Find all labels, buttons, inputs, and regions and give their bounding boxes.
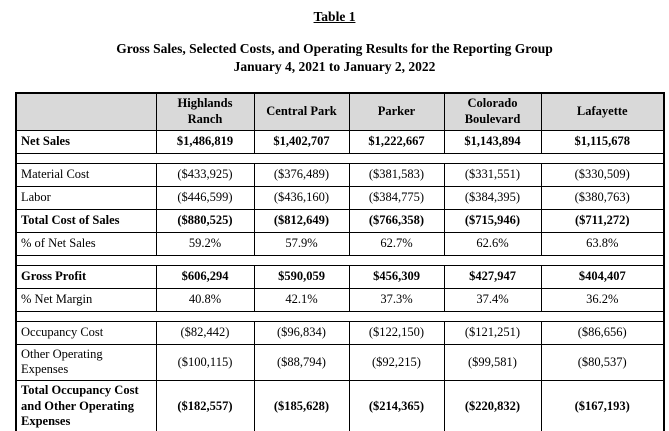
table-subtitle: Gross Sales, Selected Costs, and Operati…	[0, 40, 669, 76]
cell-value: ($80,537)	[540, 343, 665, 381]
row-label: Total Occupancy Cost and Other Operating…	[15, 379, 157, 431]
table-row: Occupancy Cost ($82,442) ($96,834) ($122,15…	[15, 320, 665, 345]
row-label: Occupancy Cost	[15, 320, 157, 345]
table-header: Highlands Ranch Central Park Parker Colorad…	[15, 92, 665, 131]
table-row: % of Net Sales 59.2% 57.9% 62.7% 62.6% 63.8%	[15, 231, 665, 256]
cell-value: ($384,775)	[348, 185, 445, 210]
cell-value: ($220,832)	[443, 379, 542, 431]
row-label: % Net Margin	[15, 287, 157, 312]
cell-value: ($182,557)	[155, 379, 255, 431]
spacer-row	[16, 254, 664, 266]
table-row: Net Sales $1,486,819 $1,402,707 $1,222,667 $…	[15, 129, 665, 154]
row-label-header	[15, 92, 157, 131]
cell-value: ($433,925)	[155, 162, 255, 187]
row-label: Gross Profit	[15, 264, 157, 289]
column-header: Colorado Boulevard	[443, 92, 542, 131]
cell-value: $456,309	[348, 264, 445, 289]
cell-value: 57.9%	[253, 231, 350, 256]
cell-value: ($331,551)	[443, 162, 542, 187]
table-title: Table 1	[313, 9, 356, 24]
column-header: Parker	[348, 92, 445, 131]
table-row: Total Cost of Sales ($880,525) ($812,649)(…	[15, 208, 665, 233]
cell-value: $1,115,678	[540, 129, 665, 154]
cell-value: $1,402,707	[253, 129, 350, 154]
table-row: % Net Margin 40.8% 42.1% 37.3% 37.4% 36.2%	[15, 287, 665, 312]
cell-value: ($880,525)	[155, 208, 255, 233]
cell-value: 62.6%	[443, 231, 542, 256]
cell-value: ($86,656)	[540, 320, 665, 345]
cell-value: ($122,150)	[348, 320, 445, 345]
cell-value: $1,222,667	[348, 129, 445, 154]
cell-value: 37.3%	[348, 287, 445, 312]
row-label: Other Operating Expenses	[15, 343, 157, 381]
table-row: Labor ($446,599) ($436,160) ($384,775) ($384…	[15, 185, 665, 210]
cell-value: 62.7%	[348, 231, 445, 256]
column-header: Highlands Ranch	[155, 92, 255, 131]
spacer-row	[16, 152, 664, 164]
cell-value: 40.8%	[155, 287, 255, 312]
cell-value: ($446,599)	[155, 185, 255, 210]
cell-value: ($380,763)	[540, 185, 665, 210]
cell-value: ($812,649)	[253, 208, 350, 233]
cell-value: ($381,583)	[348, 162, 445, 187]
spacer-cell	[16, 310, 664, 322]
subtitle-line-1: Gross Sales, Selected Costs, and Operati…	[116, 41, 553, 56]
row-label: Labor	[15, 185, 157, 210]
table-row: Gross Profit $606,294 $590,059 $456,309 $427…	[15, 264, 665, 289]
cell-value: ($376,489)	[253, 162, 350, 187]
cell-value: ($330,509)	[540, 162, 665, 187]
cell-value: $427,947	[443, 264, 542, 289]
cell-value: $606,294	[155, 264, 255, 289]
cell-value: ($766,358)	[348, 208, 445, 233]
cell-value: ($99,581)	[443, 343, 542, 381]
cell-value: 42.1%	[253, 287, 350, 312]
column-header: Lafayette	[540, 92, 665, 131]
table-row: Other Operating Expenses ($100,115) ($88,7…	[15, 343, 665, 381]
cell-value: ($715,946)	[443, 208, 542, 233]
subtitle-line-2: January 4, 2021 to January 2, 2022	[233, 59, 436, 75]
column-header: Central Park	[253, 92, 350, 131]
cell-value: ($121,251)	[443, 320, 542, 345]
cell-value: $1,486,819	[155, 129, 255, 154]
cell-value: ($185,628)	[253, 379, 350, 431]
row-label: Material Cost	[15, 162, 157, 187]
cell-value: ($100,115)	[155, 343, 255, 381]
cell-value: ($82,442)	[155, 320, 255, 345]
cell-value: 63.8%	[540, 231, 665, 256]
row-label: Net Sales	[15, 129, 157, 154]
cell-value: ($167,193)	[540, 379, 665, 431]
cell-value: ($214,365)	[348, 379, 445, 431]
table-row: Material Cost ($433,925) ($376,489) ($381,5…	[15, 162, 665, 187]
row-label: % of Net Sales	[15, 231, 157, 256]
table-row: Total Occupancy Cost and Other Operating…	[15, 379, 665, 431]
cell-value: ($92,215)	[348, 343, 445, 381]
table-body: Net Sales $1,486,819 $1,402,707 $1,222,667 $…	[15, 129, 665, 431]
cell-value: ($711,272)	[540, 208, 665, 233]
cell-value: $404,407	[540, 264, 665, 289]
cell-value: ($384,395)	[443, 185, 542, 210]
header-row: Highlands Ranch Central Park Parker Colorad…	[15, 92, 665, 131]
cell-value: ($436,160)	[253, 185, 350, 210]
cell-value: 59.2%	[155, 231, 255, 256]
spacer-cell	[16, 152, 664, 164]
cell-value: ($96,834)	[253, 320, 350, 345]
row-label: Total Cost of Sales	[15, 208, 157, 233]
cell-value: $1,143,894	[443, 129, 542, 154]
financial-table: Highlands Ranch Central Park Parker Colorad…	[15, 92, 665, 431]
cell-value: 37.4%	[443, 287, 542, 312]
document-page: Table 1 Gross Sales, Selected Costs, and…	[0, 9, 669, 431]
cell-value: $590,059	[253, 264, 350, 289]
spacer-cell	[16, 254, 664, 266]
spacer-row	[16, 310, 664, 322]
cell-value: ($88,794)	[253, 343, 350, 381]
cell-value: 36.2%	[540, 287, 665, 312]
